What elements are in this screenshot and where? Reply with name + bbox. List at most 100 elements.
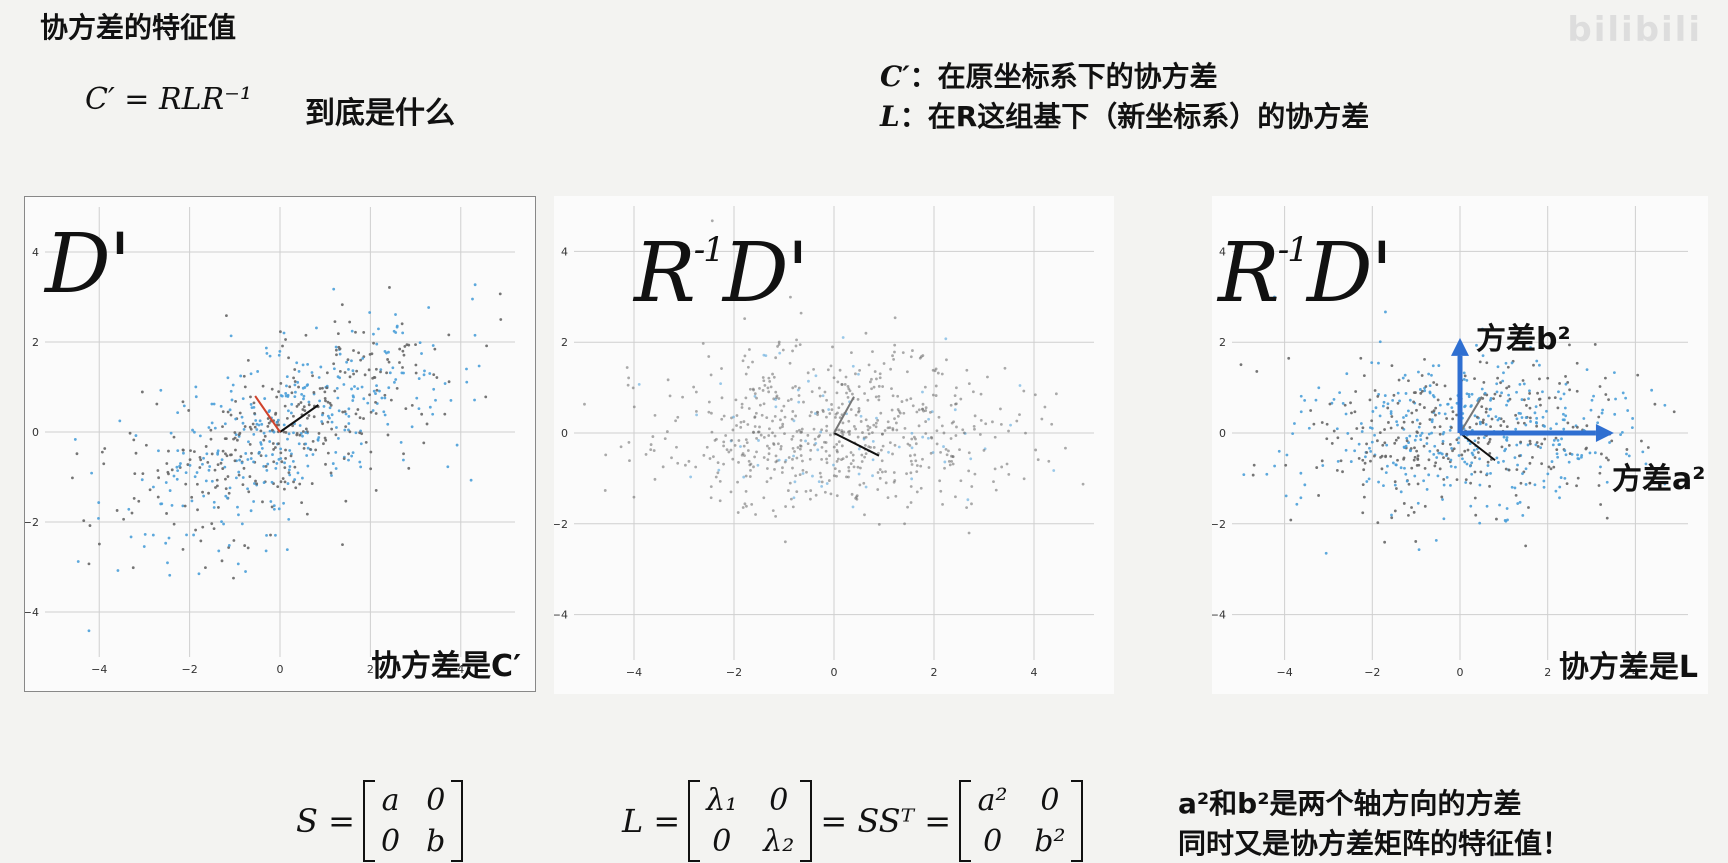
data-point [208,465,212,468]
data-point [850,351,853,354]
data-point [300,476,304,480]
data-point [858,368,862,372]
data-point [184,471,188,475]
matrix-cell: 0 [769,783,789,818]
data-point [1524,467,1528,471]
data-point [864,452,868,456]
data-point [269,533,272,537]
data-point [820,457,824,461]
data-point [1596,421,1600,425]
data-point [247,490,251,494]
data-point [1528,389,1531,393]
data-point [915,470,919,474]
data-point [1640,439,1643,443]
data-point [1362,468,1366,472]
data-point [1383,441,1387,445]
data-point [304,333,308,337]
data-point [1343,403,1347,407]
data-point [1508,397,1512,401]
data-point [315,326,318,330]
data-point [760,413,764,417]
data-point [835,391,839,395]
data-point [198,455,202,459]
data-point [1450,426,1453,429]
data-point [774,454,778,458]
data-point [1361,483,1365,487]
data-point [767,390,771,394]
data-point [1452,447,1456,451]
data-point [283,480,287,484]
data-point [1518,454,1521,458]
data-point [1350,411,1353,415]
data-point [915,464,919,467]
data-point [761,376,765,379]
data-point [734,398,738,402]
data-point [334,467,338,470]
data-point [795,429,799,433]
data-point [330,427,334,431]
data-point [274,446,277,449]
data-point [283,466,287,470]
data-point [1641,450,1645,454]
data-point [240,415,244,419]
data-point [791,457,794,461]
data-point [1336,460,1340,463]
data-point [767,452,771,456]
caption-text: 协方差是C′ [371,649,521,684]
data-point [394,331,398,334]
data-point [915,410,919,414]
data-point [201,490,204,494]
basis-vector [833,432,880,457]
data-point [264,549,268,553]
data-point [388,286,391,289]
data-point [1466,448,1470,452]
data-point [1239,363,1243,367]
data-point [962,431,966,435]
data-point [190,499,194,503]
data-point [358,416,362,420]
y-tick-label: 2 [1219,336,1226,349]
data-point [1397,378,1401,382]
data-point [293,395,297,399]
data-point [719,382,723,385]
data-point [1545,409,1548,413]
data-point [767,376,771,380]
data-point [889,367,892,371]
data-point [188,458,192,462]
data-point [1556,438,1560,442]
data-point [837,406,841,410]
data-point [253,411,256,415]
data-point [1585,424,1589,428]
data-point [765,480,769,484]
data-point [701,342,705,345]
data-point [1497,416,1501,420]
data-point [890,387,893,391]
data-point [771,509,775,512]
data-point [832,445,836,449]
data-point [835,494,839,498]
data-point [754,411,758,415]
data-point [1546,376,1550,380]
data-point [816,413,819,417]
data-point [276,485,280,489]
data-point [793,480,797,484]
data-point [1644,462,1648,466]
data-point [270,505,274,509]
data-point [1575,484,1578,488]
data-point [954,495,957,499]
data-point [1553,396,1557,400]
data-point [832,463,835,467]
data-point [1469,504,1473,508]
data-point [1473,377,1476,381]
data-point [285,375,289,379]
data-point [343,410,347,414]
data-point [201,525,205,529]
matrix-s-lhs: S = [296,802,355,840]
data-point [782,404,786,408]
data-point [244,570,247,573]
data-point [253,425,257,429]
data-point [328,406,332,410]
data-point [886,420,890,424]
data-point [777,397,781,400]
data-point [90,471,94,475]
